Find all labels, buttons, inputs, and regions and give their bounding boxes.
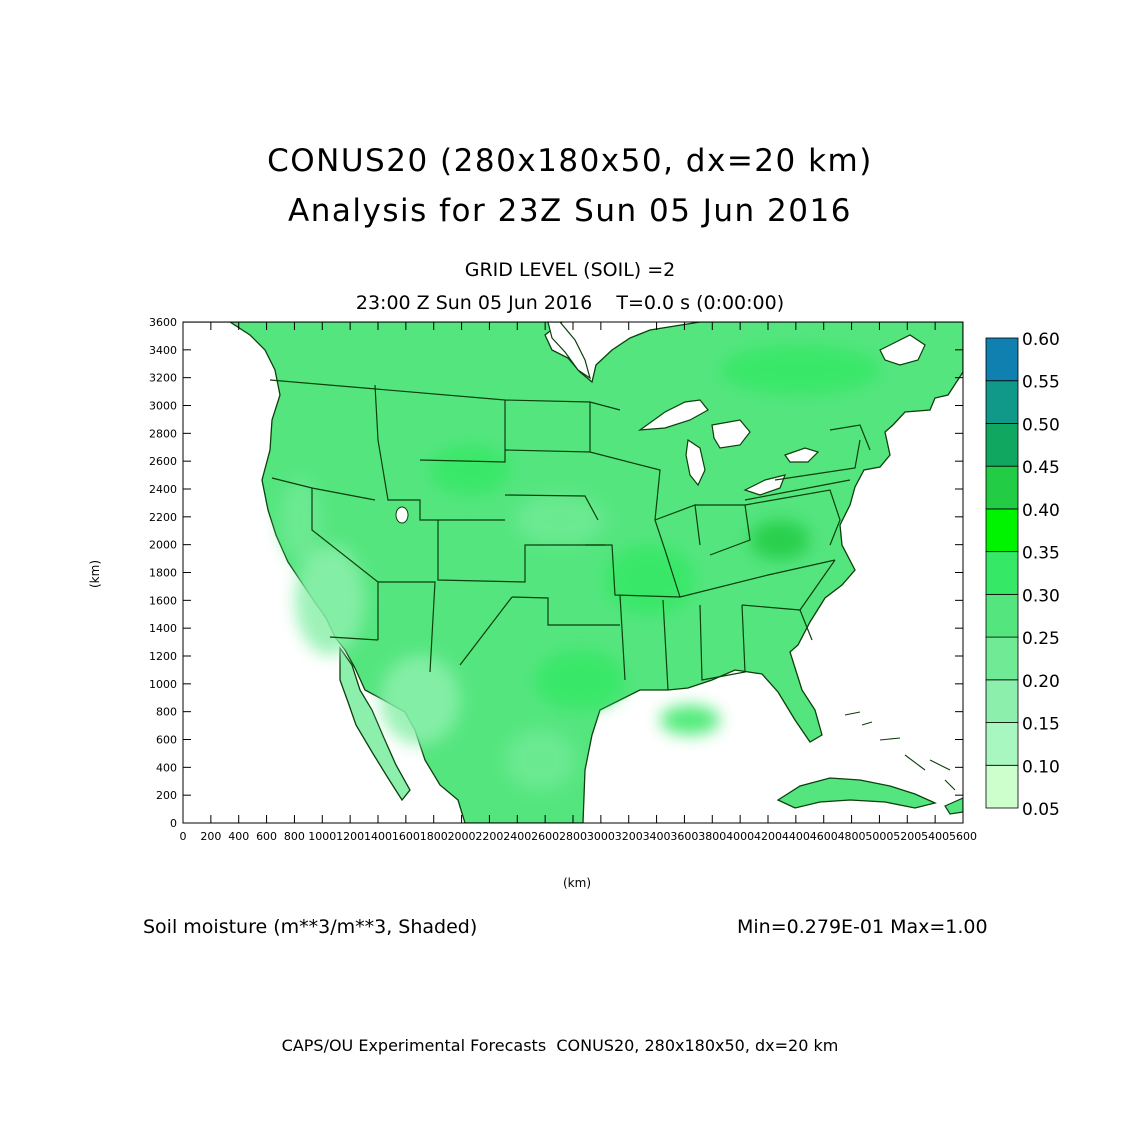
x-tick-label: 400 (228, 830, 249, 843)
great-lakes (637, 399, 820, 496)
colorbar-level-label: 0.50 (1022, 415, 1060, 435)
x-tick-label: 2200 (475, 830, 503, 843)
y-tick-label: 2600 (149, 455, 177, 468)
y-tick-label: 400 (156, 761, 177, 774)
plot-title-line1: CONUS20 (280x180x50, dx=20 km) (267, 143, 873, 179)
state-borders (269, 379, 871, 691)
x-tick-label: 4200 (754, 830, 782, 843)
min-max-label: Min=0.279E-01 Max=1.00 (737, 916, 988, 938)
y-tick-label: 1400 (149, 622, 177, 635)
y-axis-label: (km) (88, 559, 102, 588)
x-tick-label: 3600 (670, 830, 698, 843)
x-tick-label: 3000 (587, 830, 615, 843)
x-tick-label: 2400 (503, 830, 531, 843)
y-tick-label: 3600 (149, 316, 177, 329)
colorbar-level-label: 0.30 (1022, 586, 1060, 606)
colorbar-swatch (985, 636, 1019, 681)
x-tick-label: 1600 (392, 830, 420, 843)
x-tick-label: 1200 (336, 830, 364, 843)
x-tick-label: 3800 (698, 830, 726, 843)
colorbar-level-label: 0.60 (1022, 330, 1060, 350)
y-tick-label: 600 (156, 734, 177, 747)
x-tick-label: 2600 (531, 830, 559, 843)
x-tick-label: 4000 (726, 830, 754, 843)
colorbar-swatch (985, 465, 1019, 510)
x-tick-label: 4600 (810, 830, 838, 843)
y-tick-label: 200 (156, 789, 177, 802)
x-tick-label: 5400 (921, 830, 949, 843)
y-tick-label: 1200 (149, 650, 177, 663)
y-tick-label: 2200 (149, 511, 177, 524)
y-tick-label: 1000 (149, 678, 177, 691)
colorbar-level-label: 0.25 (1022, 629, 1060, 649)
x-tick-label: 5600 (949, 830, 977, 843)
x-tick-label: 1800 (420, 830, 448, 843)
y-tick-label: 2000 (149, 539, 177, 552)
footer-credit: CAPS/OU Experimental Forecasts CONUS20, … (281, 1036, 839, 1055)
variable-label: Soil moisture (m**3/m**3, Shaded) (143, 916, 478, 938)
colorbar-swatch (985, 337, 1019, 382)
x-tick-label: 200 (200, 830, 221, 843)
y-tick-label: 3200 (149, 372, 177, 385)
x-tick-label: 1400 (364, 830, 392, 843)
valid-time-label: 23:00 Z Sun 05 Jun 2016 T=0.0 s (0:00:00… (355, 292, 785, 314)
colorbar-level-label: 0.05 (1022, 800, 1060, 820)
x-tick-label: 3200 (615, 830, 643, 843)
colorbar-swatch (985, 722, 1019, 766)
x-tick-label: 1000 (308, 830, 336, 843)
x-tick-label: 4400 (782, 830, 810, 843)
x-tick-label: 800 (284, 830, 305, 843)
colorbar-swatch (985, 679, 1019, 723)
x-tick-label: 4800 (838, 830, 866, 843)
colorbar-swatch (985, 593, 1019, 638)
colorbar-level-label: 0.35 (1022, 544, 1060, 564)
y-tick-label: 2800 (149, 427, 177, 440)
y-tick-label: 0 (170, 817, 177, 830)
baja-peninsula (339, 645, 411, 802)
y-tick-label: 800 (156, 706, 177, 719)
y-tick-label: 2400 (149, 483, 177, 496)
colorbar-level-label: 0.45 (1022, 458, 1060, 478)
caribbean-islands (776, 777, 937, 809)
colorbar: 0.05 0.10 0.15 0.20 0.25 0.30 0.35 0.40 0.45 0.50… (985, 330, 1060, 820)
colorbar-swatch (985, 508, 1019, 553)
x-tick-label: 2000 (448, 830, 476, 843)
y-tick-label: 3000 (149, 400, 177, 413)
colorbar-level-label: 0.20 (1022, 672, 1060, 692)
colorbar-swatch (985, 380, 1019, 424)
plot-title-line2: Analysis for 23Z Sun 05 Jun 2016 (288, 193, 852, 229)
grid-level-label: GRID LEVEL (SOIL) =2 (464, 259, 676, 281)
colorbar-swatch (985, 423, 1019, 467)
x-tick-label: 5200 (893, 830, 921, 843)
y-tick-label: 1800 (149, 567, 177, 580)
x-tick-label: 2800 (559, 830, 587, 843)
y-tick-label: 3400 (149, 344, 177, 357)
map-area (183, 322, 963, 823)
colorbar-swatch (985, 551, 1019, 595)
colorbar-level-label: 0.40 (1022, 501, 1060, 521)
x-tick-label: 600 (256, 830, 277, 843)
colorbar-level-label: 0.55 (1022, 373, 1060, 393)
x-axis-label: (km) (563, 876, 592, 890)
x-tick-label: 0 (180, 830, 187, 843)
colorbar-level-label: 0.15 (1022, 715, 1060, 735)
colorbar-level-label: 0.10 (1022, 757, 1060, 777)
x-tick-label: 3400 (643, 830, 671, 843)
x-tick-label: 5000 (865, 830, 893, 843)
y-tick-label: 1600 (149, 594, 177, 607)
colorbar-swatch (985, 764, 1019, 809)
